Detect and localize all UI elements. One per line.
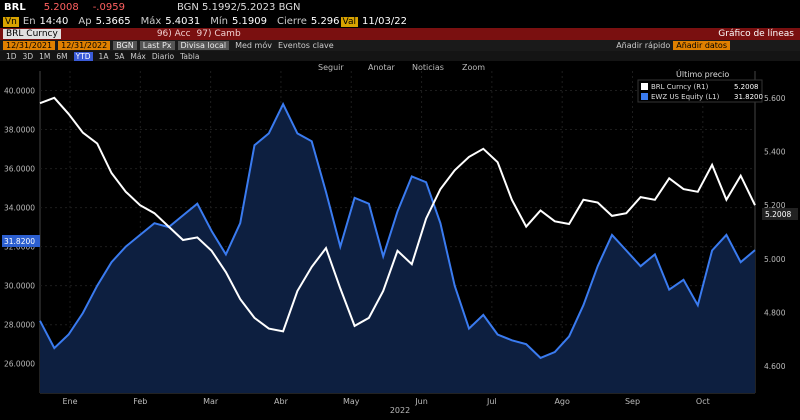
period-3d[interactable]: 3D <box>22 51 34 61</box>
period-1d[interactable]: 1D <box>6 51 17 61</box>
frequency-select[interactable]: Diario <box>151 51 175 61</box>
right-tick-label: 4.800 <box>764 309 786 318</box>
ewz-area-fill <box>40 104 755 393</box>
period-bar: 1D 3D 1M 6M YTD 1A 5A Máx Diario Tabla <box>0 51 800 61</box>
period-1a[interactable]: 1A <box>98 51 109 61</box>
chart-type-title: Gráfico de líneas <box>718 29 794 39</box>
security-field[interactable]: BRL Curncy <box>3 29 61 39</box>
open-label: Ap <box>78 16 92 27</box>
legend-box <box>637 79 763 103</box>
option-moving-avg[interactable]: Med móv <box>235 41 272 50</box>
time-label: En <box>22 16 36 27</box>
left-tick-label: 28.0000 <box>4 321 35 330</box>
settings-bar: 12/31/2021 12/31/2022 BGN Last Px Divisa… <box>0 40 800 51</box>
zoom-tool[interactable]: Zoom <box>462 63 485 72</box>
left-tick-label: 40.0000 <box>4 87 35 96</box>
time-value: 14:40 <box>39 16 69 27</box>
x-axis-year: 2022 <box>390 406 410 415</box>
last-price: 5.2008 <box>43 2 79 13</box>
period-max[interactable]: Máx <box>130 51 146 61</box>
x-tick-label: Feb <box>133 397 147 406</box>
legend-brl-swatch <box>641 83 648 90</box>
legend-title: Último precio <box>676 68 729 79</box>
left-tick-label: 30.0000 <box>4 282 35 291</box>
left-tick-label: 38.0000 <box>4 126 35 135</box>
brl-value-tag <box>762 208 798 220</box>
price-field[interactable]: Last Px <box>139 41 175 50</box>
right-axis: 5.600 5.400 5.200 5.000 4.800 4.600 <box>764 94 786 371</box>
left-tick-label: 34.0000 <box>4 204 35 213</box>
close-value: 5.296 <box>310 16 340 27</box>
x-axis: Ene Feb Mar Abr May Jun Jul Ago Sep Oct <box>62 397 709 406</box>
x-tick-label: Jul <box>486 397 497 406</box>
right-tick-label: 5.200 <box>764 201 786 210</box>
quote-bar: BRL 5.2008 -.0959 BGN 5.1992/5.2023 BGN <box>0 0 800 15</box>
ewz-line <box>39 101 756 360</box>
legend: Último precio BRL Curncy (R1) 5.2008 EWZ… <box>637 68 763 103</box>
follow-tool[interactable]: Seguir <box>318 63 344 72</box>
security-bar: BRL Curncy 96) Acc 97) Camb Gráfico de l… <box>0 28 800 40</box>
left-tick-label: 32.0000 <box>4 243 35 252</box>
currency-field[interactable]: Divisa local <box>177 41 230 50</box>
annotate-tool[interactable]: Anotar <box>368 63 395 72</box>
brl-value-tag-text: 5.2008 <box>765 210 791 219</box>
x-tick-label: Abr <box>274 397 289 406</box>
news-tool[interactable]: Noticias <box>412 63 444 72</box>
x-tick-label: Oct <box>696 397 710 406</box>
left-axis: 40.0000 38.0000 36.0000 34.0000 32.0000 30.00… <box>4 87 35 369</box>
x-tick-label: May <box>343 397 360 406</box>
table-button[interactable]: Tabla <box>180 51 200 61</box>
high-value: 5.4031 <box>165 16 201 27</box>
line-chart[interactable]: 40.0000 38.0000 36.0000 34.0000 32.0000 30.00… <box>0 61 800 420</box>
legend-ewz-value: 31.8200 <box>734 93 763 101</box>
low-value: 5.1909 <box>232 16 267 27</box>
period-6m[interactable]: 6M <box>56 51 68 61</box>
x-tick-label: Mar <box>203 397 219 406</box>
quick-add-field[interactable]: Añadir datos <box>673 41 730 50</box>
period-1m[interactable]: 1M <box>39 51 51 61</box>
high-label: Máx <box>140 16 162 27</box>
source-field[interactable]: BGN <box>113 41 137 50</box>
end-date-field[interactable]: 12/31/2022 <box>58 41 111 50</box>
x-tick-label: Ene <box>62 397 77 406</box>
ticker[interactable]: BRL <box>4 2 26 13</box>
right-tick-label: 5.000 <box>764 255 786 264</box>
x-tick-label: Jun <box>414 397 428 406</box>
bid-ask: BGN 5.1992/5.2023 BGN <box>176 2 301 13</box>
stats-bar: Vn En 14:40 Ap 5.3665 Máx 5.4031 Mín 5.1… <box>0 15 800 28</box>
period-ytd[interactable]: YTD <box>73 51 93 61</box>
start-date-field[interactable]: 12/31/2021 <box>3 41 56 50</box>
legend-ewz-label: EWZ US Equity (L1) <box>651 93 720 101</box>
price-change: -.0959 <box>92 2 125 13</box>
period-5a[interactable]: 5A <box>114 51 125 61</box>
legend-ewz-swatch <box>641 93 648 100</box>
left-tick-label: 36.0000 <box>4 165 35 174</box>
option-key-events[interactable]: Eventos clave <box>277 41 334 50</box>
low-label: Mín <box>210 16 228 27</box>
right-tick-label: 5.600 <box>764 94 786 103</box>
ewz-value-tag-text: 31.8200 <box>4 237 35 246</box>
quick-add-label: Añadir rápido <box>616 41 671 50</box>
brl-line <box>39 96 756 333</box>
right-tick-label: 5.400 <box>764 148 786 157</box>
close-label: Cierre <box>277 16 307 27</box>
open-value: 5.3665 <box>95 16 131 27</box>
chart-toolbar: Seguir Anotar Noticias Zoom <box>318 63 485 72</box>
ewz-value-tag <box>2 235 40 247</box>
x-tick-label: Sep <box>625 397 640 406</box>
left-tick-label: 26.0000 <box>4 360 35 369</box>
action-camb[interactable]: 97) Camb <box>196 29 241 39</box>
action-acc[interactable]: 96) Acc <box>156 29 191 39</box>
right-tick-label: 4.600 <box>764 362 786 371</box>
legend-brl-value: 5.2008 <box>734 83 759 91</box>
value-badge: Vn <box>3 16 19 27</box>
vol-label: Val <box>340 16 359 27</box>
x-tick-label: Ago <box>554 397 570 406</box>
quote-date: 11/03/22 <box>362 16 407 27</box>
legend-brl-label: BRL Curncy (R1) <box>651 83 709 91</box>
